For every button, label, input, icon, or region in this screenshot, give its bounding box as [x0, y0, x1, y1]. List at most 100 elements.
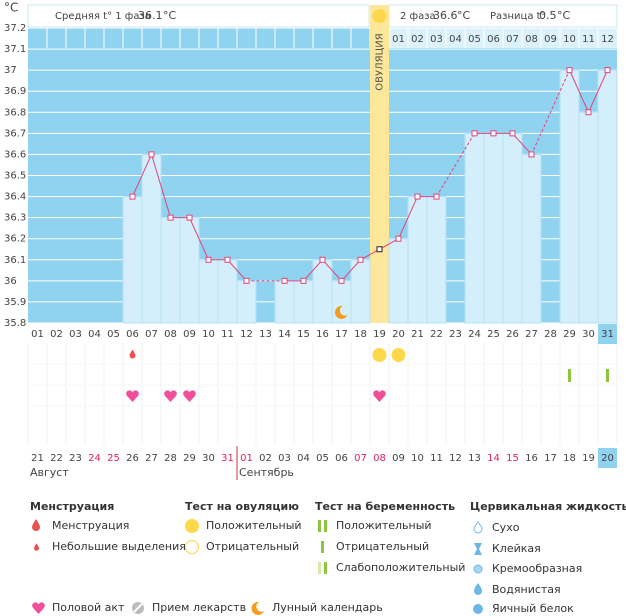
pregnancy-test-icon [568, 369, 571, 382]
phase2-day: 12 [601, 34, 614, 45]
legend-icon [324, 520, 327, 532]
legend-item: Половой акт [52, 601, 125, 614]
temp-point [167, 214, 174, 221]
temp-gap-line [531, 69, 570, 155]
date-label: 29 [183, 453, 196, 464]
temp-point [338, 277, 345, 284]
x-tick-label: 06 [126, 329, 139, 340]
x-tick-label: 20 [392, 329, 405, 340]
y-tick-label: 36.3 [4, 213, 26, 224]
bar [597, 69, 618, 324]
x-tick-label: 31 [601, 329, 614, 340]
x-tick-label: 03 [69, 329, 82, 340]
temp-point [224, 256, 231, 263]
date-label: 16 [525, 453, 538, 464]
legend-icon [133, 603, 143, 613]
legend-icon [185, 519, 199, 533]
sex-icon [373, 390, 386, 402]
x-tick-label: 30 [582, 329, 595, 340]
date-label: 21 [31, 453, 44, 464]
y-tick-label: 36.9 [4, 86, 26, 97]
unit: °C [457, 9, 471, 22]
temp-point [490, 130, 497, 137]
legend-item: Лунный календарь [272, 601, 383, 614]
y-tick-label: 36.8 [4, 107, 26, 118]
y-tick-label: 36.5 [4, 171, 26, 182]
legend-item: Положительный [336, 519, 432, 532]
bar [578, 111, 599, 324]
ovulation-test-icon [391, 348, 406, 362]
legend-item: Менструация [52, 519, 129, 532]
date-label: 04 [297, 453, 310, 464]
legend-icon [473, 604, 483, 614]
date-label: 15 [506, 453, 519, 464]
legend-item: Слабоположительный [336, 561, 465, 574]
diff: 0.5 [539, 9, 557, 22]
legend-item: Отрицательный [336, 540, 429, 553]
temp-line [474, 132, 532, 155]
temp-gap-line [436, 133, 475, 197]
y-tick-label: 36.6 [4, 149, 26, 160]
legend-item: Кремообразная [492, 562, 582, 575]
date-label: 18 [563, 453, 576, 464]
legend-item: Водянистая [492, 583, 561, 596]
date-label: 17 [544, 453, 557, 464]
bar [483, 132, 504, 324]
bar [160, 217, 181, 324]
date-label: 25 [107, 453, 120, 464]
y-tick-label: 36 [4, 276, 17, 287]
date-label: 08 [373, 453, 386, 464]
phase1-avg: 36.1 [138, 9, 163, 22]
legend-item: Положительный [206, 519, 302, 532]
bar [426, 196, 447, 324]
current-date [598, 448, 617, 468]
x-tick-label: 22 [430, 329, 443, 340]
bar [141, 153, 162, 324]
legend-icon [321, 541, 324, 553]
menstruation-icon [129, 349, 136, 359]
legend-icon [185, 540, 199, 554]
date-label: 19 [582, 453, 595, 464]
ovulation-label: ОВУЛЯЦИЯ [375, 33, 386, 91]
bar [464, 132, 485, 324]
temp-point [471, 130, 478, 137]
legend-title: Менструация [30, 500, 114, 513]
date-label: 02 [259, 453, 272, 464]
bar [293, 280, 314, 324]
date-label: 28 [164, 453, 177, 464]
legend-icon [32, 519, 40, 531]
unit: °C [163, 9, 177, 22]
temp-point [148, 151, 155, 158]
temp-point [395, 235, 402, 242]
sex-icon [183, 390, 196, 402]
legend-icon [474, 583, 482, 595]
x-tick-label: 15 [297, 329, 310, 340]
legend-title: Цервикальная жидкость [470, 500, 626, 513]
temp-point [509, 130, 516, 137]
x-tick-label: 19 [373, 329, 386, 340]
date-label: 14 [487, 453, 500, 464]
date-label: 01 [240, 453, 253, 464]
legend-icon [32, 602, 45, 614]
x-tick-label: 08 [164, 329, 177, 340]
temp-point [357, 256, 364, 263]
date-label: 05 [316, 453, 329, 464]
bar [502, 132, 523, 324]
temp-point [129, 193, 136, 200]
x-tick-label: 24 [468, 329, 481, 340]
x-tick-label: 25 [487, 329, 500, 340]
temp-point [319, 256, 326, 263]
date-label: 09 [392, 453, 405, 464]
x-tick-label: 28 [544, 329, 557, 340]
legend-icon [473, 564, 483, 574]
temp-point [300, 277, 307, 284]
date-label: 10 [411, 453, 424, 464]
y-tick-label: 37 [4, 65, 17, 76]
x-tick-label: 11 [221, 329, 234, 340]
bar [312, 259, 333, 324]
bar [521, 153, 542, 324]
y-tick-label: 36.7 [4, 128, 26, 139]
temp-point [186, 214, 193, 221]
phase2-day: 03 [430, 34, 443, 45]
x-tick-label: 02 [50, 329, 63, 340]
